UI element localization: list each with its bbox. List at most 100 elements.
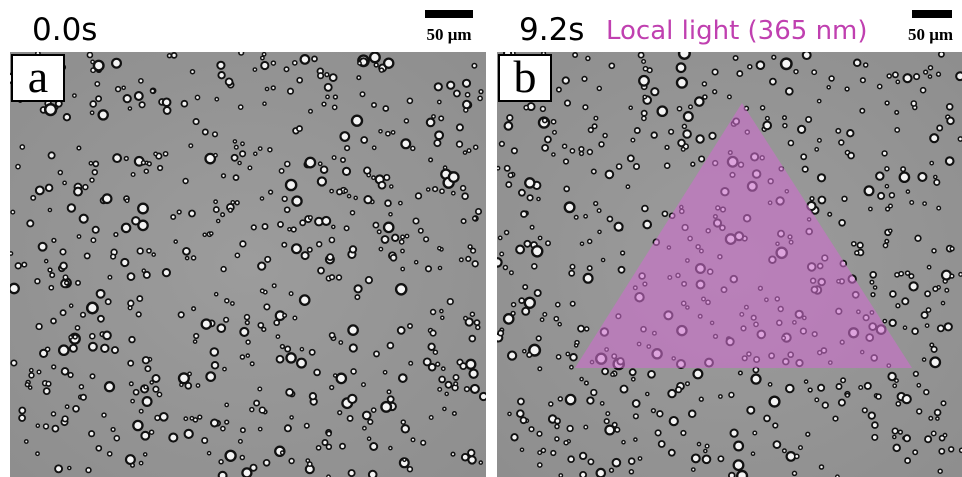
particle — [55, 465, 62, 472]
particle — [259, 427, 262, 430]
particle — [642, 111, 647, 116]
particle — [597, 209, 601, 213]
particle — [435, 131, 443, 139]
particle — [383, 106, 388, 111]
particle — [945, 323, 952, 330]
particle — [192, 256, 196, 260]
particle — [372, 103, 376, 107]
particle — [883, 243, 887, 247]
particle — [470, 312, 474, 316]
particle — [277, 356, 284, 363]
panel-label: a — [28, 51, 48, 102]
particle — [438, 247, 441, 250]
particle — [283, 314, 287, 318]
particle — [471, 248, 476, 253]
particle — [337, 275, 342, 280]
particle — [799, 446, 803, 450]
particle — [478, 96, 482, 100]
particle — [466, 93, 470, 97]
particle — [322, 102, 326, 106]
particle — [150, 430, 154, 434]
particle — [719, 395, 722, 398]
particle — [815, 148, 818, 151]
particle — [64, 114, 70, 120]
particle — [265, 87, 268, 90]
particle — [85, 253, 90, 258]
particle — [341, 158, 345, 162]
particle — [81, 395, 86, 400]
particle — [86, 468, 91, 473]
particle — [338, 411, 342, 415]
particle — [302, 252, 309, 259]
particle — [439, 377, 445, 383]
particle — [276, 335, 279, 338]
particle — [597, 469, 605, 477]
particle — [543, 118, 547, 122]
particle — [219, 460, 223, 464]
particle — [500, 142, 505, 147]
particle — [235, 145, 239, 149]
particle — [457, 124, 463, 130]
particle — [46, 382, 51, 387]
particle — [603, 134, 607, 138]
particle — [519, 190, 525, 196]
particle — [330, 74, 337, 81]
particle — [114, 436, 119, 441]
particle — [476, 325, 480, 329]
particle — [193, 119, 198, 124]
particle — [25, 440, 28, 443]
particle — [949, 447, 954, 452]
particle — [408, 324, 412, 328]
particle — [958, 137, 962, 141]
particle — [301, 55, 310, 64]
particle — [442, 367, 445, 370]
particle — [584, 215, 587, 218]
particle — [925, 291, 930, 296]
particle — [46, 185, 53, 192]
particle — [899, 430, 903, 434]
particle — [632, 378, 635, 381]
particle — [747, 407, 754, 414]
particle — [718, 456, 723, 461]
particle — [300, 348, 303, 351]
particle — [541, 448, 545, 452]
particle — [182, 101, 188, 107]
particle — [899, 272, 903, 276]
particle — [147, 162, 151, 166]
particle — [309, 110, 313, 114]
particle — [591, 390, 597, 396]
particle — [312, 56, 317, 61]
particle — [912, 328, 918, 334]
particle — [96, 96, 101, 101]
scale-bar — [912, 10, 952, 18]
particle — [629, 470, 633, 474]
particle — [463, 151, 466, 154]
particle — [93, 161, 98, 166]
particle — [589, 128, 594, 133]
particle — [808, 388, 812, 392]
particle — [195, 95, 199, 99]
particle — [379, 247, 382, 250]
particle — [157, 392, 161, 396]
particle — [388, 343, 394, 349]
particle — [203, 233, 206, 236]
particle — [348, 325, 357, 334]
particle — [505, 122, 513, 130]
particle — [704, 449, 707, 452]
particle — [686, 382, 690, 386]
particle — [619, 267, 625, 273]
particle — [194, 340, 197, 343]
particle — [239, 105, 243, 109]
particle — [860, 109, 864, 113]
particle — [153, 387, 158, 392]
particle — [15, 263, 21, 269]
particle — [73, 94, 76, 97]
particle — [221, 267, 226, 272]
particle — [582, 77, 587, 82]
particle — [763, 122, 771, 130]
particle — [279, 169, 283, 173]
particle — [615, 223, 623, 231]
particle — [786, 88, 793, 95]
particle — [863, 408, 868, 413]
particle — [517, 410, 524, 417]
